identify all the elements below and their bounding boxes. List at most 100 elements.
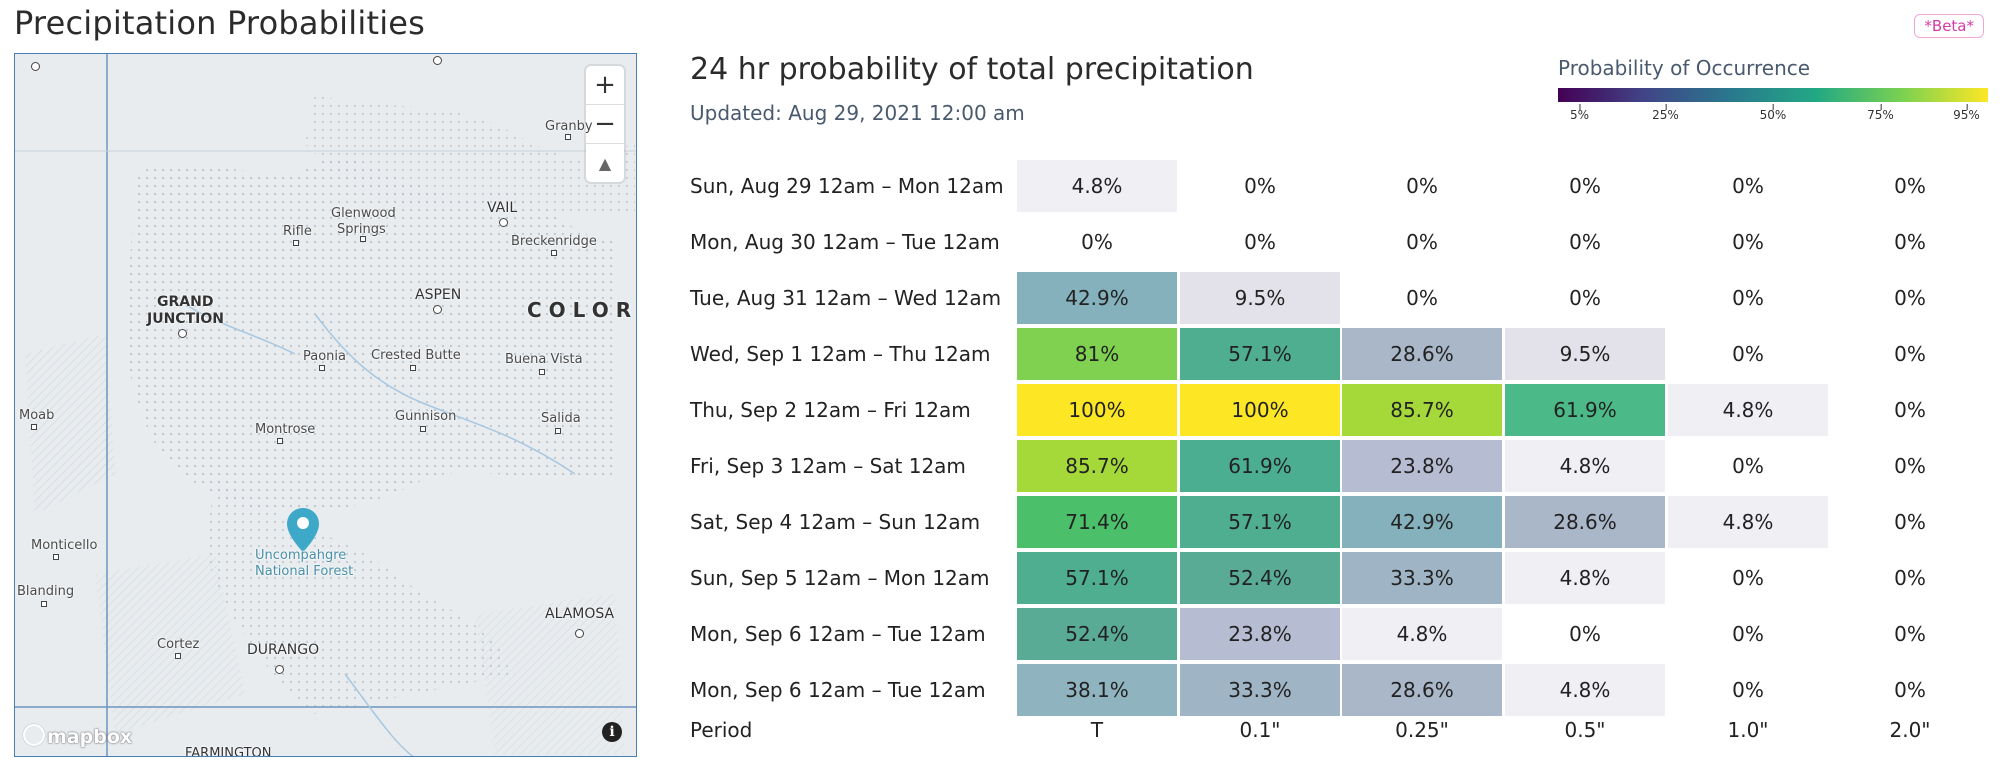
map-label-alamosa: ALAMOSA bbox=[545, 606, 615, 622]
threshold-column-header: 0.25" bbox=[1395, 718, 1449, 742]
mapbox-logo-text: mapbox bbox=[47, 726, 133, 748]
map-label-grand: GRAND bbox=[157, 294, 214, 310]
probability-cell: 4.8% bbox=[1505, 440, 1665, 492]
city-marker bbox=[410, 365, 416, 371]
map-label-aspen: ASPEN bbox=[415, 287, 462, 303]
city-marker bbox=[275, 665, 284, 674]
probability-cell: 0% bbox=[1894, 398, 1926, 422]
probability-cell: 57.1% bbox=[1180, 496, 1340, 548]
probability-cell: 9.5% bbox=[1180, 272, 1340, 324]
table-row: Sat, Sep 4 12am – Sun 12am 71.4% 57.1% 42.9… bbox=[690, 496, 1990, 548]
map-label-gunnison: Gunnison bbox=[395, 409, 457, 424]
city-marker bbox=[53, 554, 59, 560]
city-marker bbox=[499, 218, 508, 227]
map-label-paonia: Paonia bbox=[303, 349, 346, 364]
mapbox-logo-icon bbox=[23, 724, 45, 746]
probability-cell: 0% bbox=[1894, 286, 1926, 310]
probability-cell: 57.1% bbox=[1017, 552, 1177, 604]
updated-timestamp: Updated: Aug 29, 2021 12:00 am bbox=[690, 101, 1025, 125]
map-label-buena-vista: Buena Vista bbox=[505, 352, 583, 367]
zoom-in-button[interactable]: + bbox=[586, 66, 624, 105]
period-label: Mon, Sep 6 12am – Tue 12am bbox=[690, 678, 986, 702]
period-label: Sat, Sep 4 12am – Sun 12am bbox=[690, 510, 981, 534]
map-label-durango: DURANGO bbox=[247, 642, 320, 658]
city-marker bbox=[433, 56, 442, 65]
probability-cell: 52.4% bbox=[1180, 552, 1340, 604]
map-label-moab: Moab bbox=[19, 408, 55, 423]
probability-cell: 0% bbox=[1569, 174, 1601, 198]
probability-cell: 0% bbox=[1894, 230, 1926, 254]
map-label-granby: Granby bbox=[545, 119, 593, 134]
city-marker bbox=[433, 305, 442, 314]
map-label-colorado: COLOR bbox=[527, 298, 637, 322]
probability-cell: 0% bbox=[1894, 566, 1926, 590]
probability-cell: 0% bbox=[1894, 678, 1926, 702]
map-label-salida: Salida bbox=[541, 411, 581, 426]
probability-cell: 0% bbox=[1894, 454, 1926, 478]
zoom-out-button[interactable]: − bbox=[586, 105, 624, 144]
period-label: Thu, Sep 2 12am – Fri 12am bbox=[690, 398, 971, 422]
table-footer: Period T 0.1" 0.25" 0.5" 1.0" 2.0" bbox=[690, 710, 1990, 750]
threshold-column-header: 2.0" bbox=[1889, 718, 1931, 742]
probability-cell: 28.6% bbox=[1505, 496, 1665, 548]
probability-cell: 0% bbox=[1894, 510, 1926, 534]
map-label-monticello: Monticello bbox=[31, 538, 98, 553]
probability-cell: 9.5% bbox=[1505, 328, 1665, 380]
probability-cell: 0% bbox=[1569, 622, 1601, 646]
legend-color-bar bbox=[1558, 88, 1988, 102]
probability-cell: 23.8% bbox=[1180, 608, 1340, 660]
probability-legend: Probability of Occurrence 5% 25% 50% 75% 95% bbox=[1558, 56, 1988, 126]
legend-tick: 50% bbox=[1759, 104, 1787, 122]
threshold-column-header: 1.0" bbox=[1727, 718, 1769, 742]
info-icon[interactable]: i bbox=[602, 722, 622, 742]
map-label-junction: JUNCTION bbox=[147, 311, 224, 327]
probability-cell: 4.8% bbox=[1505, 664, 1665, 716]
beta-badge: *Beta* bbox=[1914, 14, 1984, 38]
probability-cell: 0% bbox=[1406, 174, 1438, 198]
probability-cell: 0% bbox=[1569, 230, 1601, 254]
probability-cell: 0% bbox=[1732, 342, 1764, 366]
city-marker bbox=[555, 428, 561, 434]
mapbox-logo[interactable]: mapbox bbox=[23, 724, 132, 748]
table-row: Mon, Sep 6 12am – Tue 12am 52.4% 23.8% 4.8%… bbox=[690, 608, 1990, 660]
probability-cell: 4.8% bbox=[1017, 160, 1177, 212]
city-marker bbox=[420, 426, 426, 432]
legend-ticks: 5% 25% 50% 75% 95% bbox=[1558, 102, 1988, 126]
city-marker bbox=[31, 424, 37, 430]
city-marker bbox=[175, 653, 181, 659]
probability-cell: 0% bbox=[1569, 286, 1601, 310]
probability-cell: 4.8% bbox=[1505, 552, 1665, 604]
probability-cell: 0% bbox=[1081, 230, 1113, 254]
probability-cell: 0% bbox=[1244, 174, 1276, 198]
period-label: Fri, Sep 3 12am – Sat 12am bbox=[690, 454, 966, 478]
compass-button[interactable]: ▲ bbox=[598, 153, 612, 173]
probability-cell: 0% bbox=[1732, 678, 1764, 702]
page-title: Precipitation Probabilities bbox=[14, 4, 426, 42]
map-label-cortez: Cortez bbox=[157, 637, 200, 652]
city-marker bbox=[277, 438, 283, 444]
probability-cell: 28.6% bbox=[1342, 328, 1502, 380]
probability-cell: 52.4% bbox=[1017, 608, 1177, 660]
period-column-header: Period bbox=[690, 718, 753, 742]
panel-title: 24 hr probability of total precipitation bbox=[690, 52, 1254, 87]
map-label-glenwood: Glenwood bbox=[331, 206, 396, 221]
probability-cell: 0% bbox=[1894, 342, 1926, 366]
city-marker bbox=[293, 240, 299, 246]
map[interactable]: + − ▲ Granby Glenwood Springs VAIL Rifle… bbox=[14, 53, 637, 757]
location-pin-icon[interactable] bbox=[285, 506, 321, 554]
map-controls: + − ▲ bbox=[586, 66, 624, 182]
probability-cell: 33.3% bbox=[1342, 552, 1502, 604]
probability-cell: 42.9% bbox=[1342, 496, 1502, 548]
probability-cell: 85.7% bbox=[1342, 384, 1502, 436]
map-label-national-forest: National Forest bbox=[255, 564, 354, 579]
map-label-blanding: Blanding bbox=[17, 584, 75, 599]
probability-cell: 0% bbox=[1732, 230, 1764, 254]
probability-cell: 23.8% bbox=[1342, 440, 1502, 492]
table-row: Tue, Aug 31 12am – Wed 12am 42.9% 9.5% 0% 0%… bbox=[690, 272, 1990, 324]
period-label: Mon, Sep 6 12am – Tue 12am bbox=[690, 622, 986, 646]
legend-tick: 95% bbox=[1953, 104, 1980, 122]
table-row: Sun, Sep 5 12am – Mon 12am 57.1% 52.4% 33.3… bbox=[690, 552, 1990, 604]
period-label: Sun, Aug 29 12am – Mon 12am bbox=[690, 174, 1004, 198]
city-marker bbox=[319, 365, 325, 371]
table-row: Thu, Sep 2 12am – Fri 12am 100% 100% 85.7% 6… bbox=[690, 384, 1990, 436]
